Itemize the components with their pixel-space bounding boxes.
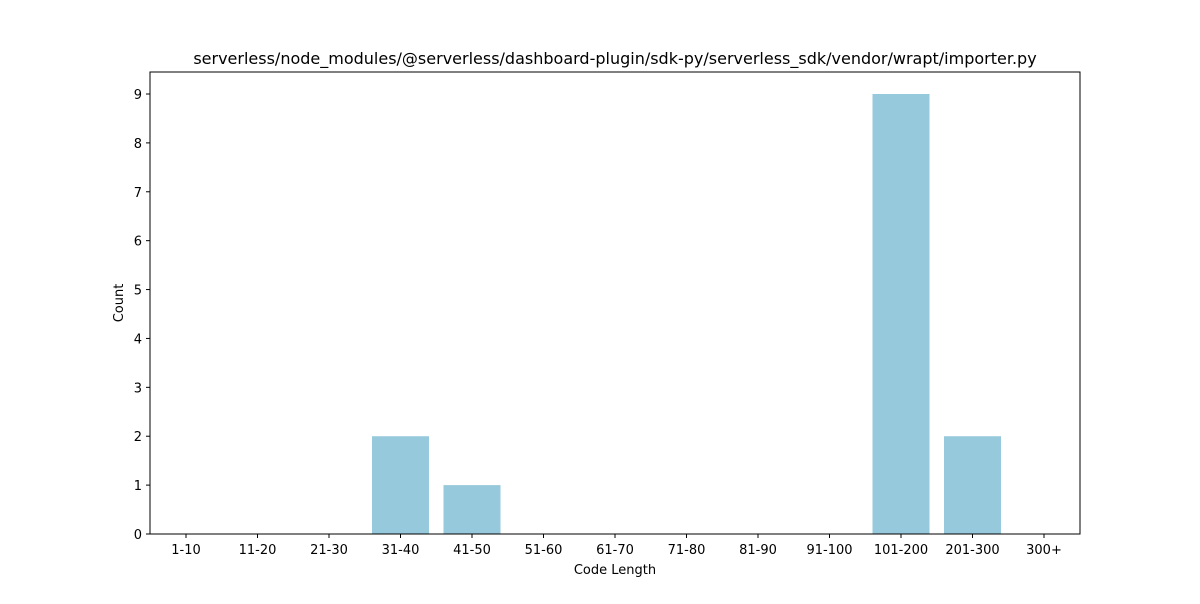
x-tick-label: 41-50 — [453, 543, 491, 558]
x-tick-label: 201-300 — [945, 543, 999, 558]
x-tick-label: 300+ — [1026, 543, 1062, 558]
x-axis: 1-10 11-20 21-30 31-40 41-50 51-60 61-70 71-80 8… — [171, 534, 1062, 558]
y-tick-label: 9 — [134, 88, 142, 103]
y-tick-label: 0 — [134, 528, 142, 543]
y-tick-label: 4 — [134, 332, 142, 347]
x-tick-label: 11-20 — [239, 543, 277, 558]
bars-group — [372, 94, 1001, 534]
y-tick-label: 3 — [134, 381, 142, 396]
x-tick-label: 51-60 — [525, 543, 563, 558]
y-tick-label: 8 — [134, 137, 142, 152]
plot-area-frame — [149, 71, 1081, 535]
y-axis-label: Count — [112, 284, 127, 323]
y-tick-label: 5 — [134, 284, 142, 299]
y-tick-label: 6 — [134, 235, 142, 250]
x-tick-label: 1-10 — [171, 543, 201, 558]
bar-201-300 — [944, 436, 1001, 534]
x-tick-label: 61-70 — [596, 543, 634, 558]
y-axis: 0 1 2 3 4 5 6 7 8 9 — [134, 88, 150, 543]
x-tick-label: 31-40 — [382, 543, 420, 558]
x-tick-label: 21-30 — [310, 543, 348, 558]
bar-31-40 — [372, 436, 429, 534]
y-tick-label: 7 — [134, 186, 142, 201]
y-tick-label: 1 — [134, 479, 142, 494]
x-axis-label: Code Length — [574, 563, 656, 578]
chart-title: serverless/node_modules/@serverless/dash… — [193, 49, 1036, 69]
y-tick-label: 2 — [134, 430, 142, 445]
bar-101-200 — [872, 94, 930, 534]
x-tick-label: 81-90 — [739, 543, 777, 558]
bar-41-50 — [443, 485, 501, 534]
x-tick-label: 71-80 — [668, 543, 706, 558]
x-tick-label: 91-100 — [806, 543, 852, 558]
x-tick-label: 101-200 — [874, 543, 928, 558]
